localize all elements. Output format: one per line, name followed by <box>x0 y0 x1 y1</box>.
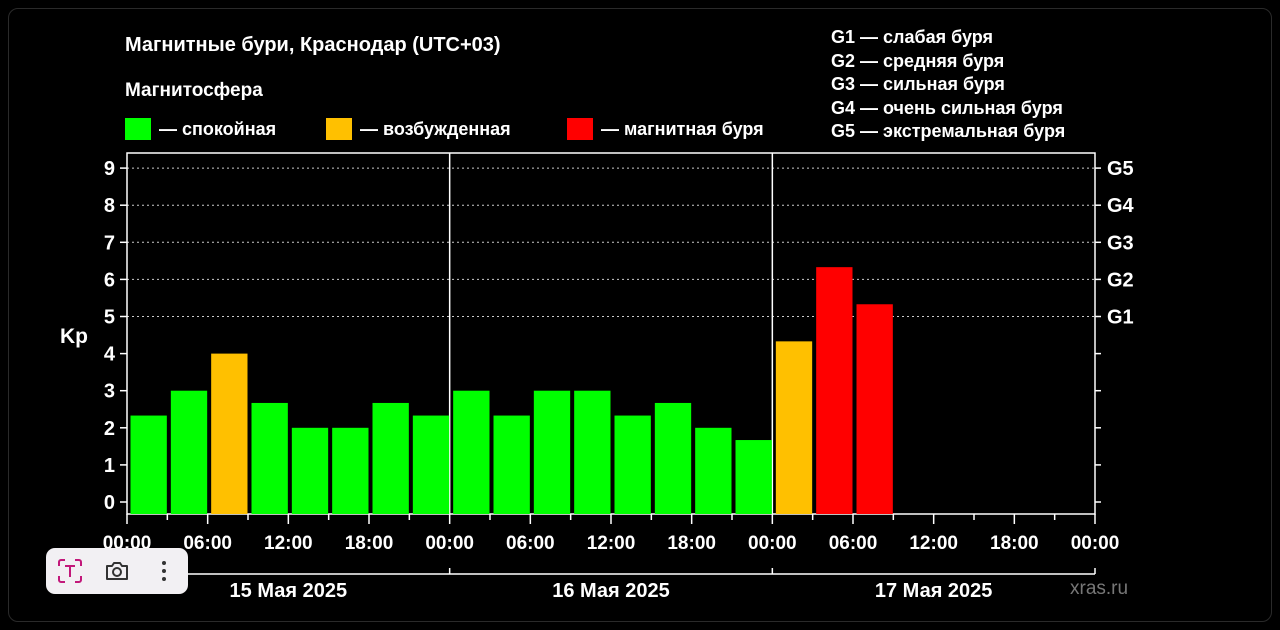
y-tick-label: 0 <box>104 492 115 514</box>
y-tick-label: 9 <box>104 158 115 180</box>
x-tick-label: 00:00 <box>1071 533 1120 554</box>
legend-swatch-active <box>326 118 352 140</box>
legend-label-storm: — магнитная буря <box>601 118 764 139</box>
x-tick-label: 06:00 <box>829 533 878 554</box>
kp-bar <box>291 427 329 514</box>
y-tick-label: 1 <box>104 455 115 477</box>
x-tick-label: 18:00 <box>990 533 1039 554</box>
camera-icon <box>105 562 128 580</box>
y-tick-label: 5 <box>104 307 115 329</box>
chart-title: Магнитные бури, Краснодар (UTC+03) <box>125 34 501 56</box>
g-level-label: G1 <box>1107 307 1134 329</box>
kp-bar <box>775 341 813 514</box>
kp-bar <box>574 390 611 514</box>
kp-bar <box>251 402 288 514</box>
more-options-button[interactable] <box>147 554 181 588</box>
x-tick-label: 06:00 <box>183 533 232 554</box>
kp-bar <box>654 402 692 514</box>
text-recognition-button[interactable] <box>53 554 87 588</box>
camera-button[interactable] <box>100 554 134 588</box>
g-scale-g1: G1 — слабая буря <box>831 27 994 47</box>
kp-bar <box>533 390 571 514</box>
y-tick-label: 7 <box>104 232 115 254</box>
magnetosphere-subtitle: Магнитосфера <box>125 80 263 101</box>
g-level-label: G2 <box>1107 269 1134 291</box>
kp-bar <box>735 440 772 514</box>
outer-frame <box>8 8 1272 622</box>
x-tick-label: 00:00 <box>425 533 474 554</box>
kp-bar <box>453 390 490 514</box>
kp-bar <box>211 353 248 514</box>
kp-bar <box>412 415 450 514</box>
day-label: 15 Мая 2025 <box>230 580 348 602</box>
day-label: 16 Мая 2025 <box>552 580 670 602</box>
g-level-label: G5 <box>1107 158 1134 180</box>
kp-bar <box>332 427 369 514</box>
kp-bar <box>170 390 208 514</box>
screenshot-toolbar[interactable] <box>46 548 188 594</box>
g-level-label: G3 <box>1107 232 1134 254</box>
day-label: 17 Мая 2025 <box>875 580 993 602</box>
g-scale-g4: G4 — очень сильная буря <box>831 97 1063 118</box>
kp-bar <box>130 415 167 514</box>
kp-bar <box>493 415 530 514</box>
x-tick-label: 12:00 <box>909 533 958 554</box>
kp-bar <box>695 427 732 514</box>
g-scale-g3: G3 — сильная буря <box>831 74 1005 94</box>
legend-label-active: — возбужденная <box>360 118 511 139</box>
more-vertical-icon <box>162 561 167 581</box>
x-tick-label: 18:00 <box>667 533 716 554</box>
source-label: xras.ru <box>1070 578 1129 599</box>
text-recognition-icon <box>57 559 82 583</box>
x-tick-label: 00:00 <box>748 533 797 554</box>
y-tick-label: 4 <box>104 344 116 366</box>
kp-bar <box>372 402 409 514</box>
kp-bar <box>614 415 651 514</box>
g-scale-g2: G2 — средняя буря <box>831 50 1005 71</box>
y-tick-label: 3 <box>104 381 115 403</box>
y-tick-label: 8 <box>104 195 115 217</box>
legend-swatch-quiet <box>125 118 151 140</box>
y-tick-label: 6 <box>104 269 115 291</box>
legend-swatch-storm <box>567 118 593 140</box>
y-axis-label: Kp <box>60 325 88 348</box>
x-tick-label: 18:00 <box>345 533 394 554</box>
legend-label-quiet: — спокойная <box>159 118 277 139</box>
kp-bar <box>856 304 893 514</box>
g-scale-legend: G1 — слабая буря G2 — средняя буря G3 — … <box>831 26 1065 144</box>
legend-item-quiet: — спокойная <box>125 116 276 142</box>
x-tick-label: 12:00 <box>264 533 313 554</box>
x-tick-label: 12:00 <box>587 533 636 554</box>
kp-bar <box>816 267 853 514</box>
legend-item-active: — возбужденная <box>326 116 511 142</box>
x-tick-label: 06:00 <box>506 533 555 554</box>
legend-item-storm: — магнитная буря <box>567 116 764 142</box>
g-level-label: G4 <box>1107 195 1135 217</box>
y-tick-label: 2 <box>104 418 115 440</box>
g-scale-g5: G5 — экстремальная буря <box>831 121 1066 141</box>
